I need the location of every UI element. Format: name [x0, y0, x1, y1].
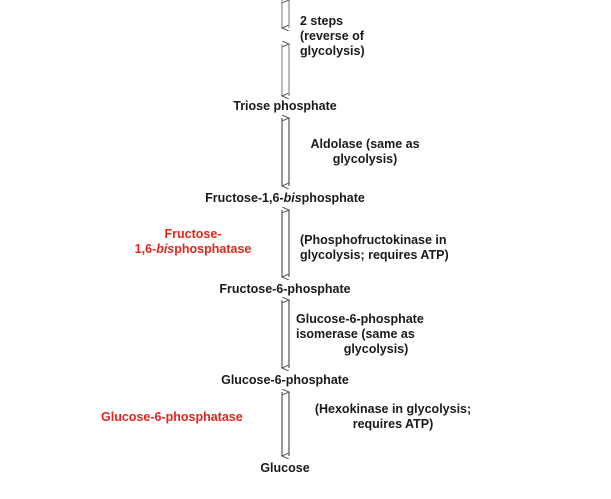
enzyme-fructose-bisphosphatase: Fructose- 1,6-bisphosphatase	[118, 227, 268, 257]
note-line: glycolysis)	[332, 152, 398, 166]
note-line: glycolysis)	[343, 342, 409, 356]
note-line: (reverse of	[300, 29, 364, 43]
name-part-italic: bis	[283, 191, 302, 205]
name-part: 1,6-	[134, 242, 157, 256]
note-line: Aldolase (same as	[310, 137, 420, 151]
metabolite-glucose: Glucose	[260, 461, 310, 475]
metabolite-triose-phosphate: Triose phosphate	[233, 99, 337, 113]
arrow-pair-isomerase	[282, 300, 289, 368]
note-phosphofructokinase: (Phosphofructokinase in glycolysis; requ…	[300, 233, 449, 263]
arrow-pair-top	[282, 0, 289, 96]
metabolite-fructose-1-6-bisphosphate: Fructose-1,6-bisphosphate	[170, 191, 400, 206]
note-aldolase: Aldolase (same as glycolysis)	[295, 137, 435, 167]
note-line: (Hexokinase in glycolysis;	[314, 402, 472, 416]
name-part: phosphate	[301, 191, 365, 205]
note-line: isomerase (same as	[296, 327, 415, 341]
name-part: phosphatase	[174, 242, 252, 256]
note-line: glycolysis)	[300, 44, 365, 58]
note-hexokinase: (Hexokinase in glycolysis; requires ATP)	[298, 402, 488, 432]
note-line: glycolysis; requires ATP)	[300, 248, 449, 262]
arrow-pair-fbpase	[282, 210, 289, 277]
name-part: Fructose-1,6-	[205, 191, 284, 205]
note-two-steps: 2 steps (reverse of glycolysis)	[300, 14, 365, 59]
note-line: 2 steps	[300, 14, 344, 28]
enzyme-glucose-6-phosphatase: Glucose-6-phosphatase	[101, 410, 243, 424]
enzyme-line: 1,6-bisphosphatase	[118, 242, 268, 257]
name-part-italic: bis	[156, 242, 175, 256]
note-isomerase: Glucose-6-phosphate isomerase (same as g…	[296, 312, 456, 357]
note-line: Glucose-6-phosphate	[296, 312, 424, 326]
enzyme-line: Fructose-	[164, 227, 222, 241]
metabolite-glucose-6-phosphate: Glucose-6-phosphate	[221, 373, 349, 387]
arrow-pair-aldolase	[282, 118, 289, 186]
note-line: (Phosphofructokinase in	[300, 233, 447, 247]
note-line: requires ATP)	[352, 417, 434, 431]
metabolite-fructose-6-phosphate: Fructose-6-phosphate	[219, 282, 351, 296]
arrow-pair-g6pase	[282, 392, 289, 456]
